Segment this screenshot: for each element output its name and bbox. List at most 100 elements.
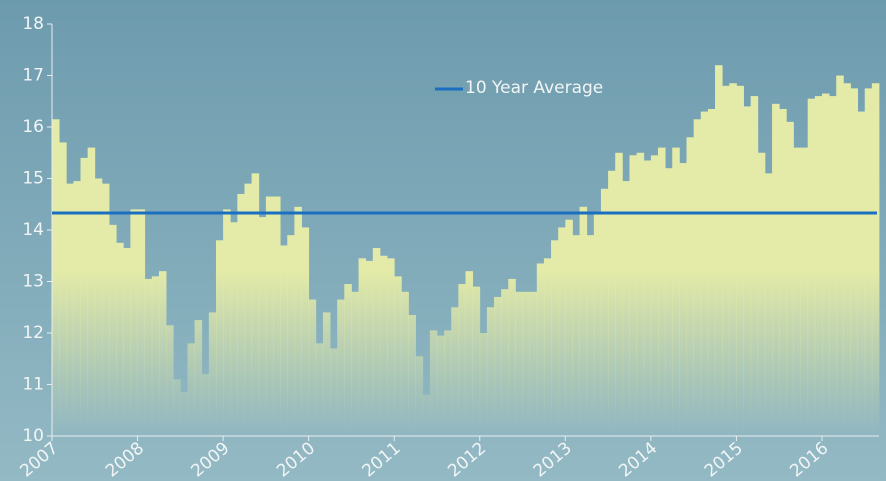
bar [230,222,238,436]
bar [251,173,260,436]
bar [337,299,345,436]
bar [401,291,409,436]
bar [408,314,416,436]
bar [722,85,730,437]
bar [215,240,224,436]
bar [871,83,880,436]
bar [258,217,267,436]
bar [365,260,374,436]
bar [330,348,338,436]
bar [843,83,851,436]
bar [821,93,830,437]
bar [351,291,359,436]
bar [109,224,117,436]
bar [223,209,231,436]
y-tick-label: 18 [22,14,44,34]
bar [387,258,395,436]
bar [608,170,616,436]
bar [379,255,388,436]
bar [201,374,210,436]
bar [729,83,737,436]
y-tick-label: 17 [22,66,44,86]
bar [686,137,695,437]
bar [829,96,837,436]
bar [358,258,367,436]
bar [465,271,474,436]
y-tick-label: 13 [22,272,44,292]
bar [757,152,766,436]
bar [422,394,431,436]
bar [501,289,509,436]
bar [294,206,302,436]
bar [137,209,146,436]
bar [565,219,573,436]
bar [707,108,716,436]
bar [116,242,124,436]
bar [322,312,331,436]
bar [636,152,645,436]
bar [600,188,609,436]
bar [764,173,773,436]
bar [693,119,702,437]
bar [579,206,588,436]
bar [436,335,445,436]
bar [672,147,680,436]
bar [551,240,559,436]
bar [301,227,310,436]
bar [123,248,131,436]
bar [194,320,203,436]
bar [429,330,438,436]
bar [836,75,844,436]
bar [308,299,317,436]
bar [415,356,424,436]
legend-label: 10 Year Average [465,78,603,98]
bar [372,248,381,436]
bar [73,181,81,436]
y-tick-label: 11 [22,375,44,395]
bar [52,119,60,437]
bar [444,330,452,436]
bar [515,291,523,436]
bar [472,286,481,436]
bar [700,111,709,437]
bar [80,157,89,436]
bar [715,65,723,436]
bar [208,312,217,436]
bar [736,85,744,437]
bar [522,291,531,436]
bar [451,307,459,436]
bar [187,343,195,436]
bar [543,258,552,436]
bar [864,88,873,436]
bar [857,111,866,437]
bar [173,379,181,436]
bar [94,178,103,436]
bar [586,235,595,436]
bar [315,343,324,436]
bar [87,147,96,436]
bar [743,106,752,437]
bar [287,235,295,436]
bar [593,214,602,436]
bar [650,155,659,436]
y-tick-label: 14 [22,220,44,240]
bar [158,271,167,436]
bar [265,196,274,436]
y-tick-label: 16 [22,117,44,137]
bar [479,333,488,436]
bar [850,88,859,436]
bar [344,284,352,436]
bar [508,278,516,436]
bar [180,392,188,436]
bar [657,147,666,436]
bar [458,284,466,436]
bar [558,227,566,436]
bar [244,183,253,436]
bar [273,196,281,436]
bar [772,103,780,436]
bar [394,276,402,436]
bar [750,96,759,436]
bar [779,108,787,436]
bar [151,276,160,436]
